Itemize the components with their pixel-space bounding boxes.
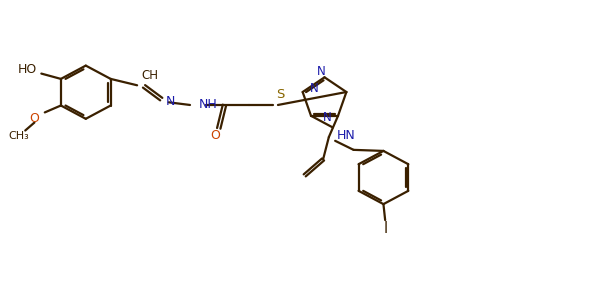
Text: N: N [323, 111, 332, 124]
Text: I: I [384, 220, 388, 235]
Text: N: N [317, 65, 326, 78]
Text: O: O [211, 129, 220, 142]
Text: HN: HN [336, 129, 355, 142]
Text: N: N [310, 82, 319, 95]
Text: HO: HO [18, 64, 37, 76]
Text: S: S [276, 88, 284, 101]
Text: N: N [166, 95, 175, 108]
Text: O: O [30, 112, 39, 125]
Text: NH: NH [198, 98, 217, 111]
Text: CH₃: CH₃ [8, 131, 28, 141]
Text: CH: CH [141, 69, 158, 81]
